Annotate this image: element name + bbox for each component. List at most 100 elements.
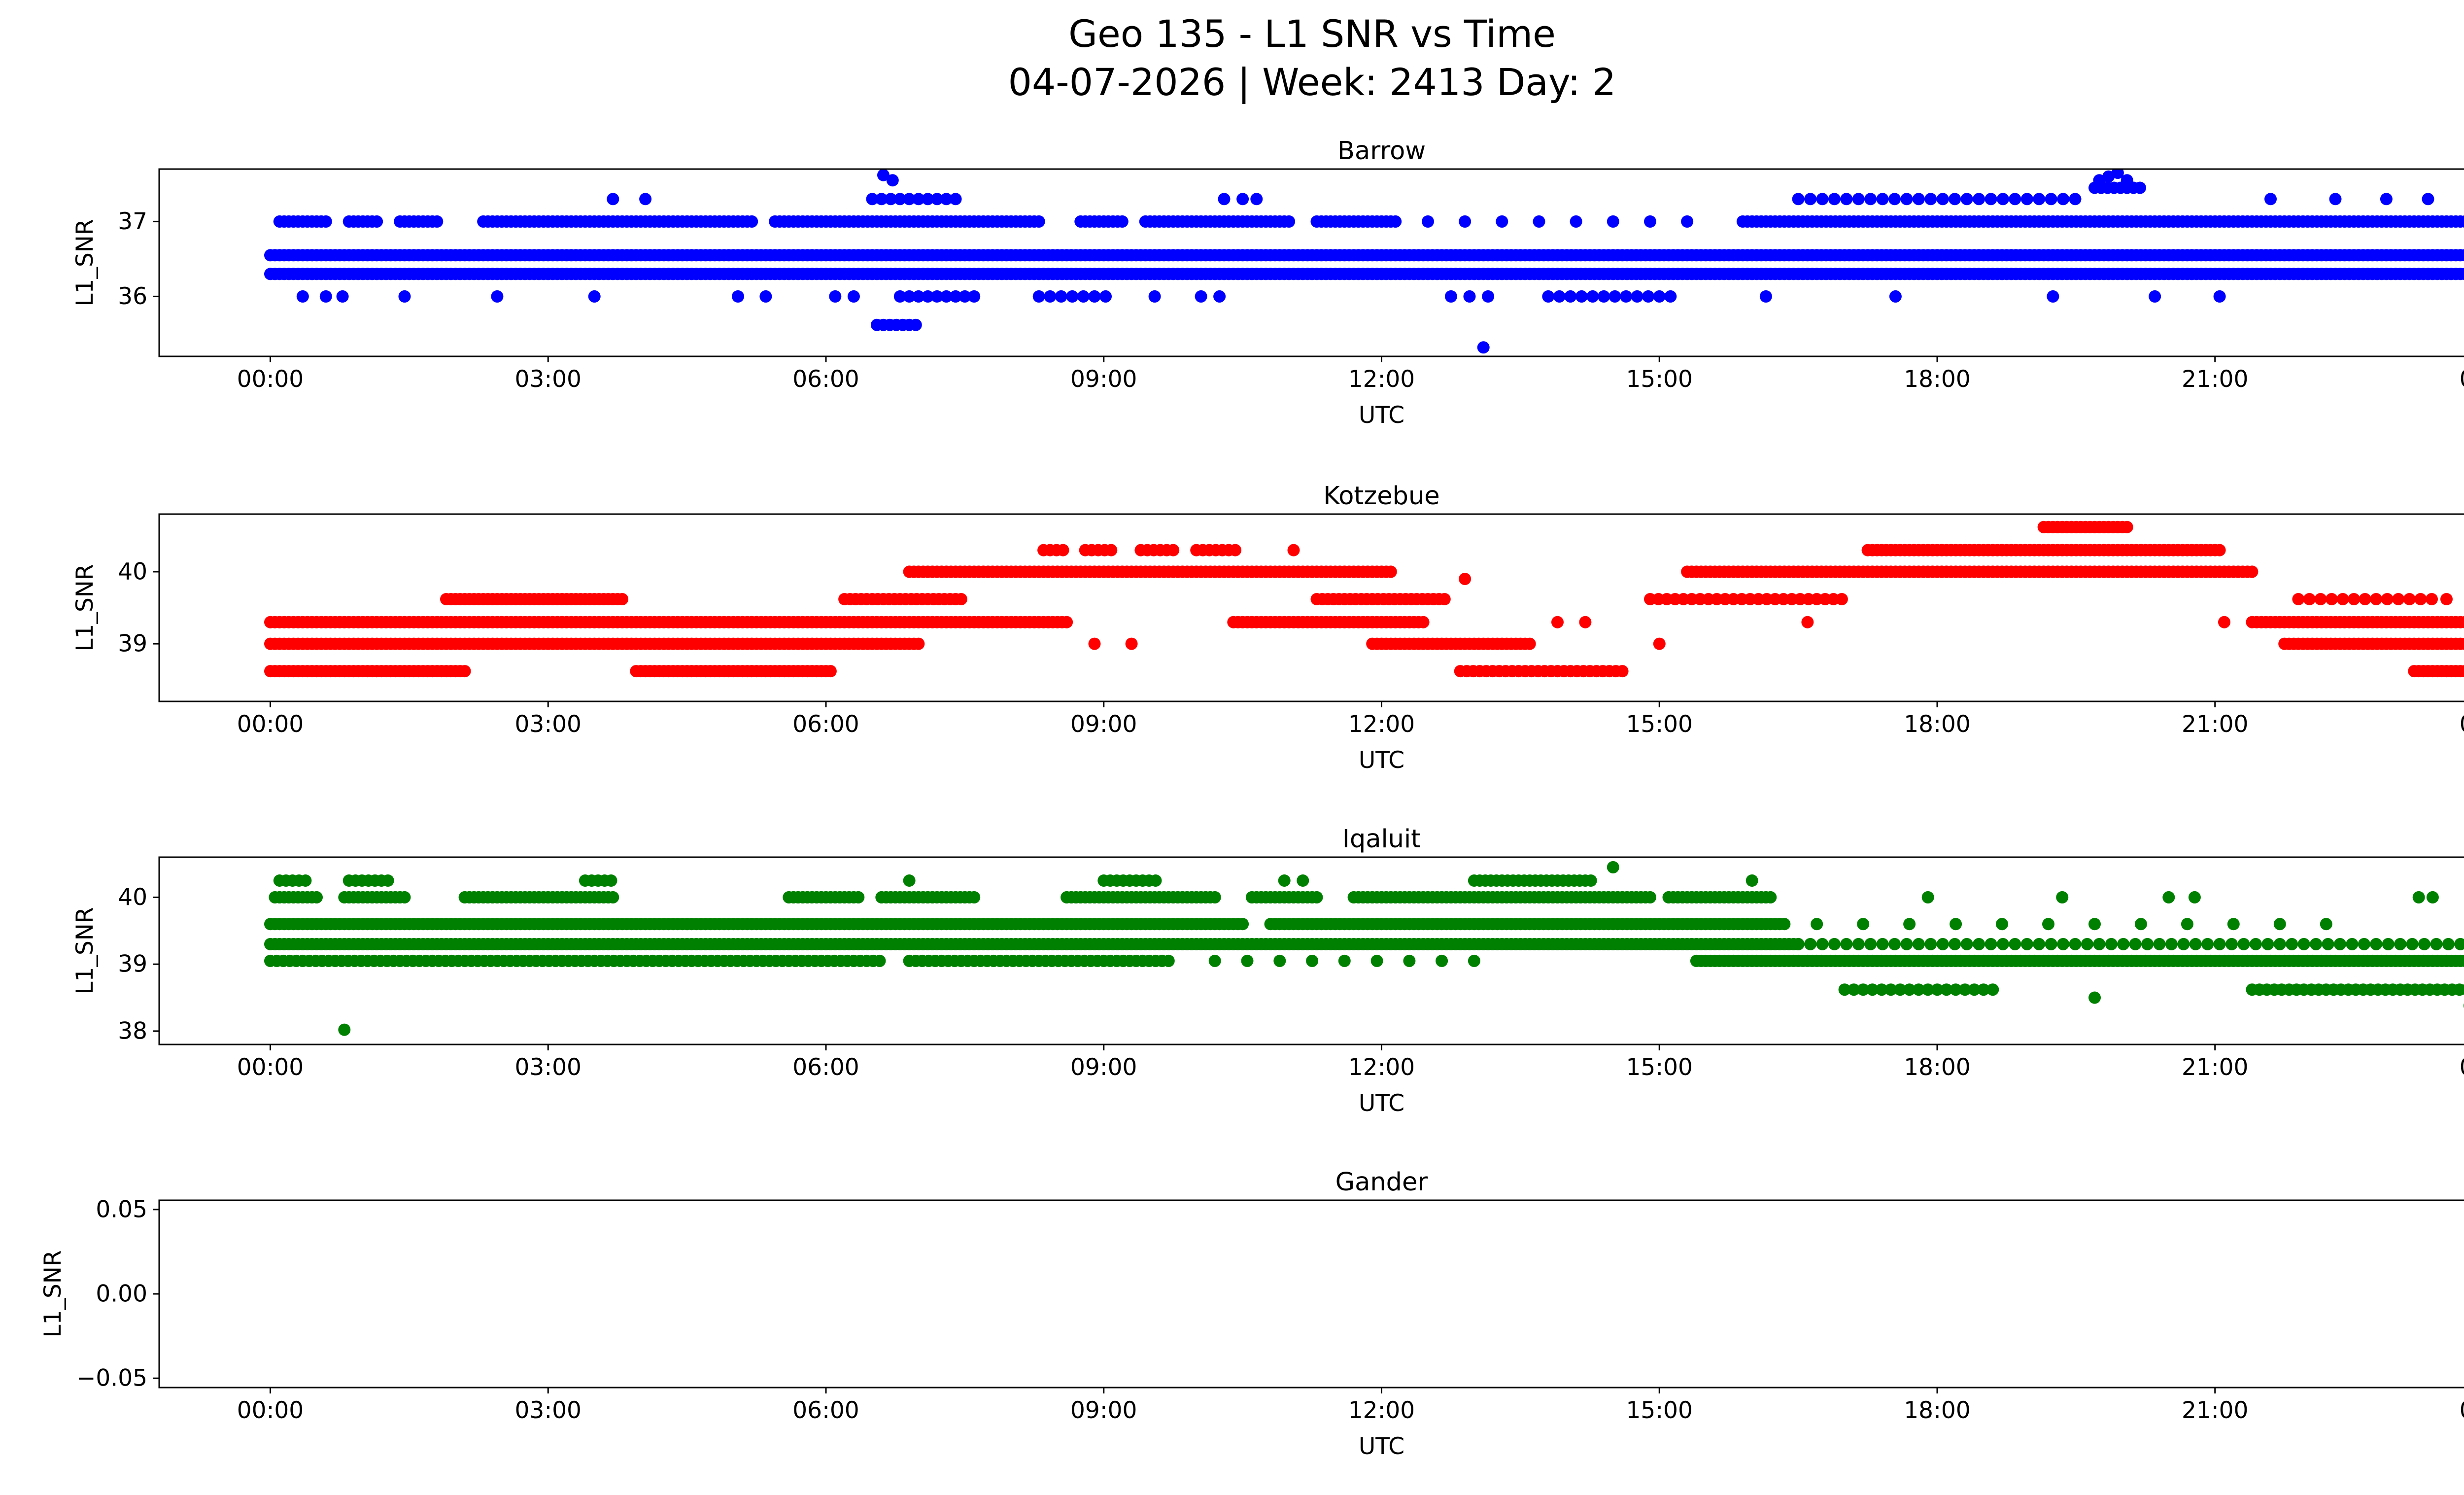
data-point bbox=[2442, 938, 2455, 950]
axes-frame bbox=[158, 1199, 2464, 1389]
y-axis-label: L1_SNR bbox=[71, 907, 99, 994]
data-point bbox=[1077, 290, 1090, 303]
data-point bbox=[1745, 874, 1758, 887]
data-point bbox=[886, 174, 899, 187]
data-point bbox=[1278, 874, 1291, 887]
data-point bbox=[1057, 544, 1069, 556]
x-tick-label: 00:00 bbox=[2460, 1397, 2464, 1424]
data-point bbox=[1575, 290, 1588, 303]
data-point bbox=[1949, 938, 1961, 950]
x-tick-label: 03:00 bbox=[515, 1397, 582, 1424]
data-point bbox=[2213, 544, 2226, 556]
data-point bbox=[1864, 193, 1877, 206]
data-point bbox=[940, 290, 953, 303]
x-tick-label: 15:00 bbox=[1626, 1054, 1693, 1081]
data-point bbox=[1306, 954, 1319, 967]
data-point bbox=[1297, 874, 1309, 887]
x-tick-label: 03:00 bbox=[515, 711, 582, 738]
x-tick-label: 06:00 bbox=[792, 1054, 859, 1081]
x-axis-label: UTC bbox=[1359, 1433, 1404, 1460]
data-point bbox=[2057, 938, 2070, 950]
data-point bbox=[296, 290, 309, 303]
data-point bbox=[1973, 193, 1985, 206]
data-point bbox=[2359, 593, 2371, 605]
data-point bbox=[1241, 954, 1254, 967]
data-point bbox=[1607, 215, 1619, 228]
data-point bbox=[1986, 983, 1999, 996]
data-point bbox=[2093, 938, 2106, 950]
data-point bbox=[2453, 983, 2464, 996]
data-point bbox=[1973, 938, 1985, 950]
data-point bbox=[398, 891, 411, 904]
data-point bbox=[2045, 193, 2057, 206]
data-point bbox=[931, 193, 943, 206]
data-point bbox=[1960, 938, 1973, 950]
axes-frame bbox=[158, 168, 2464, 357]
data-point bbox=[2381, 593, 2394, 605]
data-point bbox=[1866, 983, 1879, 996]
data-point bbox=[2047, 290, 2059, 303]
data-point bbox=[1653, 290, 1666, 303]
data-point bbox=[1876, 938, 1889, 950]
data-point bbox=[1912, 938, 1925, 950]
data-point bbox=[2225, 938, 2238, 950]
data-point bbox=[1463, 290, 1476, 303]
data-point bbox=[2088, 991, 2101, 1004]
x-tick-label: 21:00 bbox=[2182, 1397, 2248, 1424]
figure-subtitle: 04-07-2026 | Week: 2413 Day: 2 bbox=[1008, 60, 1616, 104]
data-point bbox=[2430, 938, 2443, 950]
data-point bbox=[873, 954, 886, 967]
data-point bbox=[2459, 665, 2464, 677]
data-point bbox=[909, 318, 922, 331]
data-point bbox=[1208, 954, 1221, 967]
data-point bbox=[2121, 174, 2133, 187]
data-point bbox=[1835, 593, 1848, 605]
data-point bbox=[1804, 938, 1817, 950]
data-point bbox=[1496, 215, 1508, 228]
data-point bbox=[2264, 193, 2277, 206]
data-point bbox=[1903, 983, 1916, 996]
data-point bbox=[1459, 215, 1472, 228]
data-point bbox=[2326, 593, 2338, 605]
data-point bbox=[1664, 290, 1677, 303]
data-point bbox=[903, 193, 916, 206]
data-point bbox=[2412, 891, 2425, 904]
data-point bbox=[968, 891, 981, 904]
data-point bbox=[2020, 938, 2033, 950]
data-point bbox=[1167, 544, 1180, 556]
data-point bbox=[1653, 637, 1666, 650]
data-point bbox=[2310, 938, 2323, 950]
y-tick-label: 38 bbox=[118, 1017, 147, 1044]
data-point bbox=[2273, 938, 2286, 950]
x-tick-label: 00:00 bbox=[237, 711, 304, 738]
data-point bbox=[1283, 215, 1296, 228]
data-point bbox=[2237, 938, 2250, 950]
data-point bbox=[2261, 938, 2274, 950]
data-point bbox=[903, 874, 916, 887]
data-point bbox=[1864, 938, 1877, 950]
data-point bbox=[1055, 290, 1067, 303]
data-point bbox=[2162, 891, 2175, 904]
data-point bbox=[605, 874, 617, 887]
data-point bbox=[1950, 983, 1962, 996]
data-point bbox=[1642, 290, 1655, 303]
data-point bbox=[885, 193, 897, 206]
data-point bbox=[2459, 637, 2464, 650]
x-tick-label: 00:00 bbox=[2460, 1054, 2464, 1081]
subplot-title: Kotzebue bbox=[1323, 482, 1439, 511]
data-point bbox=[2392, 593, 2405, 605]
data-point bbox=[922, 290, 934, 303]
x-tick-label: 15:00 bbox=[1626, 1397, 1693, 1424]
data-point bbox=[2069, 193, 2082, 206]
data-point bbox=[1857, 983, 1870, 996]
data-point bbox=[1996, 918, 2008, 931]
data-point bbox=[2189, 938, 2202, 950]
data-point bbox=[1828, 193, 1841, 206]
data-point bbox=[1977, 983, 1990, 996]
x-tick-label: 15:00 bbox=[1626, 366, 1693, 393]
x-tick-label: 09:00 bbox=[1070, 1397, 1137, 1424]
data-point bbox=[1931, 983, 1944, 996]
data-point bbox=[2358, 938, 2370, 950]
